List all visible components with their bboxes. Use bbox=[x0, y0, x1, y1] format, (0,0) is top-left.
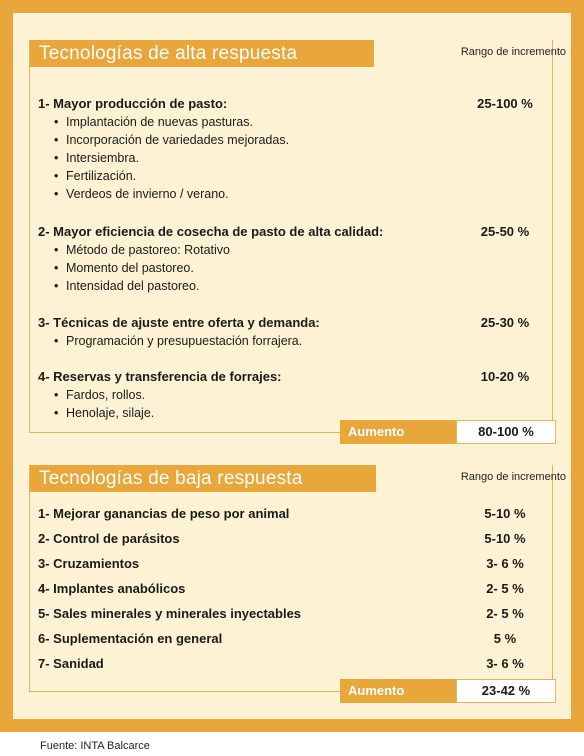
group-4-value: 10-20 % bbox=[480, 369, 530, 384]
range-label-baja: Rango de incremento bbox=[460, 471, 566, 483]
group-2-title: 2- Mayor eficiencia de cosecha de pasto … bbox=[38, 224, 384, 239]
group-4-title: 4- Reservas y transferencia de forrajes: bbox=[38, 369, 282, 384]
panel-alta-respuesta: Tecnologías de alta respuesta Rango de i… bbox=[29, 40, 566, 444]
list-item: Método de pastoreo: Rotativo bbox=[54, 241, 552, 259]
row-label: 7- Sanidad bbox=[38, 656, 104, 671]
list-item: Henolaje, silaje. bbox=[54, 404, 552, 422]
panel-title-alta: Tecnologías de alta respuesta bbox=[30, 40, 374, 67]
row-label: 5- Sales minerales y minerales inyectabl… bbox=[38, 606, 302, 621]
list-item: Intensidad del pastoreo. bbox=[54, 277, 552, 295]
source-note: Fuente: INTA Balcarce bbox=[40, 740, 150, 752]
table-row: 6- Suplementación en general 5 % bbox=[38, 630, 552, 648]
orange-frame: Tecnologías de alta respuesta Rango de i… bbox=[0, 0, 584, 732]
panel-title-baja: Tecnologías de baja respuesta bbox=[30, 465, 376, 492]
list-item: Incorporación de variedades mejoradas. bbox=[54, 131, 552, 149]
list-item: Programación y presupuestación forrajera… bbox=[54, 332, 552, 350]
group-3: 3- Técnicas de ajuste entre oferta y dem… bbox=[38, 314, 552, 350]
list-item: Implantación de nuevas pasturas. bbox=[54, 113, 552, 131]
group-3-list: Programación y presupuestación forrajera… bbox=[38, 332, 552, 350]
table-row: 5- Sales minerales y minerales inyectabl… bbox=[38, 605, 552, 623]
group-3-title: 3- Técnicas de ajuste entre oferta y dem… bbox=[38, 315, 320, 330]
row-value: 3- 6 % bbox=[486, 656, 524, 671]
row-value: 5-10 % bbox=[484, 531, 526, 546]
total-baja-label: Aumento bbox=[340, 679, 456, 703]
total-alta-label: Aumento bbox=[340, 420, 456, 444]
row-label: 4- Implantes anabólicos bbox=[38, 581, 186, 596]
group-4-list: Fardos, rollos. Henolaje, silaje. bbox=[38, 386, 552, 422]
group-4: 4- Reservas y transferencia de forrajes:… bbox=[38, 368, 552, 422]
range-label-alta: Rango de incremento bbox=[460, 46, 566, 58]
panel-baja-respuesta: Tecnologías de baja respuesta Rango de i… bbox=[29, 465, 566, 703]
group-1-list: Implantación de nuevas pasturas. Incorpo… bbox=[38, 113, 552, 203]
list-item: Fertilización. bbox=[54, 167, 552, 185]
table-row: 3- Cruzamientos 3- 6 % bbox=[38, 555, 552, 573]
row-value: 2- 5 % bbox=[486, 581, 524, 596]
group-1: 1- Mayor producción de pasto: 25-100 % Im… bbox=[38, 95, 552, 203]
row-value: 2- 5 % bbox=[486, 606, 524, 621]
row-value: 5-10 % bbox=[484, 506, 526, 521]
row-label: 3- Cruzamientos bbox=[38, 556, 140, 571]
group-3-value: 25-30 % bbox=[480, 315, 530, 330]
table-row: 2- Control de parásitos 5-10 % bbox=[38, 530, 552, 548]
group-1-title: 1- Mayor producción de pasto: bbox=[38, 96, 228, 111]
total-baja: Aumento 23-42 % bbox=[340, 679, 556, 703]
total-alta: Aumento 80-100 % bbox=[340, 420, 556, 444]
total-baja-value: 23-42 % bbox=[456, 679, 556, 703]
row-label: 6- Suplementación en general bbox=[38, 631, 223, 646]
group-2-value: 25-50 % bbox=[480, 224, 530, 239]
table-row: 4- Implantes anabólicos 2- 5 % bbox=[38, 580, 552, 598]
group-2-list: Método de pastoreo: Rotativo Momento del… bbox=[38, 241, 552, 295]
content-card: Tecnologías de alta respuesta Rango de i… bbox=[13, 13, 571, 719]
list-item: Verdeos de invierno / verano. bbox=[54, 185, 552, 203]
row-label: 1- Mejorar ganancias de peso por animal bbox=[38, 506, 290, 521]
group-1-value: 25-100 % bbox=[477, 96, 533, 111]
list-item: Intersiembra. bbox=[54, 149, 552, 167]
row-label: 2- Control de parásitos bbox=[38, 531, 180, 546]
list-item: Momento del pastoreo. bbox=[54, 259, 552, 277]
table-row: 7- Sanidad 3- 6 % bbox=[38, 655, 552, 673]
row-value: 3- 6 % bbox=[486, 556, 524, 571]
group-2: 2- Mayor eficiencia de cosecha de pasto … bbox=[38, 223, 552, 295]
table-row: 1- Mejorar ganancias de peso por animal 5… bbox=[38, 505, 552, 523]
total-alta-value: 80-100 % bbox=[456, 420, 556, 444]
list-item: Fardos, rollos. bbox=[54, 386, 552, 404]
row-value: 5 % bbox=[493, 631, 517, 646]
